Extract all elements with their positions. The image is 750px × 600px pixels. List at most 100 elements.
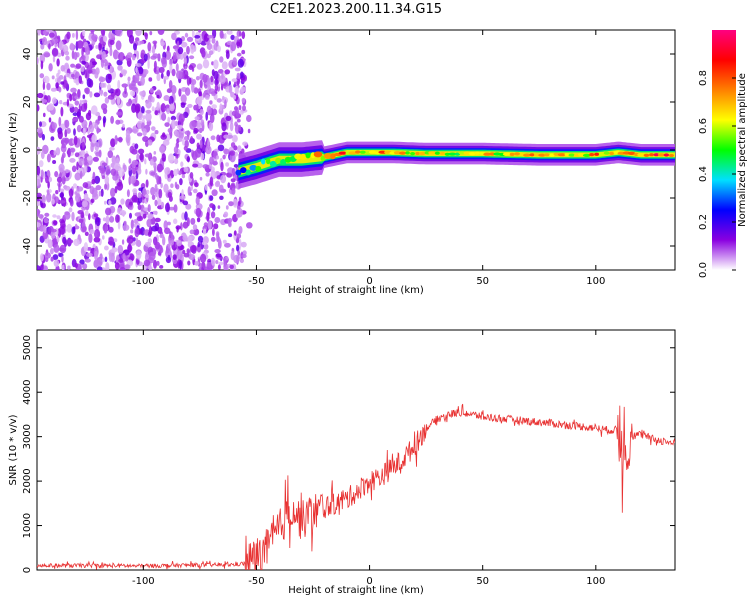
heatmap-noise-blob [131,86,138,92]
heatmap-noise-blob [151,96,155,103]
heatmap-noise-blob [142,115,146,120]
heatmap-noise-blob [186,36,194,43]
heatmap-noise-blob [165,50,172,60]
heatmap-noise-blob [234,67,241,72]
heatmap-noise-blob [136,250,142,260]
heatmap-noise-blob [117,65,123,71]
heatmap-noise-blob [81,200,88,208]
heatmap-noise-blob [140,76,146,86]
heatmap-noise-blob [196,217,201,223]
top-y-ticks: -40 -20 0 20 40 [22,48,675,254]
heatmap-noise-blob [172,51,177,62]
heatmap-noise-blob [131,167,137,175]
heatmap-noise-blob [74,100,80,106]
ridge-peak [428,151,437,155]
heatmap-noise-blob [246,222,253,229]
heatmap-noise-blob [173,218,178,225]
heatmap-noise-blob [238,124,242,132]
heatmap-noise-blob [219,75,226,84]
heatmap-noise-blob [246,114,252,123]
heatmap-noise-blob [181,174,186,179]
heatmap-noise-blob [228,220,231,227]
heatmap-noise-blob [66,127,71,134]
bottom-x-axis-label: Height of straight line (km) [288,585,424,596]
heatmap-noise-blob [56,35,61,40]
heatmap-noise-blob [48,32,55,38]
heatmap-noise-blob [64,211,71,220]
heatmap-noise-blob [215,253,222,258]
y-tick-label: 40 [22,48,33,61]
heatmap-noise-blob [129,145,135,154]
heatmap-noise-blob [186,217,190,227]
ridge-peak [338,151,348,155]
heatmap-noise-blob [241,97,246,103]
heatmap-noise-blob [43,75,50,84]
heatmap-noise-blob [53,220,58,226]
heatmap-noise-blob [247,128,251,134]
heatmap-noise-blob [117,244,124,255]
heatmap-noise-blob [229,121,234,132]
heatmap-noise-blob [154,222,160,232]
heatmap-noise-blob [197,241,201,248]
y-tick-label: 1000 [22,513,33,538]
heatmap-noise-blob [236,41,241,47]
heatmap-noise-blob [70,63,76,68]
heatmap-noise-blob [139,91,145,96]
heatmap-noise-blob [91,34,98,41]
heatmap-noise-blob [224,33,227,40]
heatmap-noise-blob [110,168,117,176]
heatmap-noise-blob [77,210,84,215]
heatmap-noise-blob [233,81,237,87]
heatmap-noise-blob [89,124,94,133]
heatmap-noise-blob [223,148,230,155]
heatmap-noise-blob [161,112,167,121]
heatmap-noise-blob [75,193,81,203]
heatmap-noise-blob [242,141,248,146]
heatmap-noise-blob [96,266,103,270]
heatmap-noise-blob [94,175,101,184]
ridge-peak [598,153,605,157]
heatmap-noise-blob [221,61,228,70]
heatmap-noise-blob [104,256,108,263]
heatmap-noise-blob [224,242,231,248]
heatmap-noise-blob [190,217,196,225]
heatmap-noise-blob [153,67,157,73]
ridge-peak [649,153,654,157]
heatmap-noise-blob [196,162,203,169]
x-tick-label: -100 [132,276,155,287]
heatmap-noise-blob [94,250,98,261]
heatmap-noise-blob [59,200,66,204]
heatmap-noise-blob [210,257,216,266]
heatmap-noise-blob [160,182,163,189]
heatmap-noise-blob [214,84,219,91]
heatmap-noise-blob [101,103,108,111]
ridge-peak [299,153,307,160]
heatmap-noise-blob [159,247,164,254]
heatmap-noise-blob [157,30,165,35]
heatmap-noise-blob [163,95,170,101]
heatmap-noise-blob [145,168,148,175]
heatmap-noise-blob [194,148,202,158]
heatmap-noise-blob [75,63,82,69]
heatmap-noise-blob [191,82,195,93]
heatmap-noise-blob [153,162,157,170]
heatmap-noise-blob [185,203,192,210]
ridge-peak [502,152,512,156]
heatmap-noise-blob [210,211,216,219]
heatmap-noise-blob [177,46,184,55]
heatmap-noise-blob [129,175,136,184]
heatmap-noise-blob [154,199,158,207]
heatmap-noise-blob [196,120,201,130]
spectrogram-panel: -100 -50 0 50 100 -40 -20 0 20 40 Height of stra… [8,29,676,296]
heatmap-noise-blob [37,127,43,134]
heatmap-noise-blob [115,88,121,97]
heatmap-noise-blob [115,214,120,223]
heatmap-noise-blob [63,185,71,191]
heatmap-noise-blob [195,76,200,81]
ridge-peak [582,153,591,157]
heatmap-noise-blob [98,42,102,51]
heatmap-noise-blob [109,39,115,46]
ridge-peak [355,150,361,154]
heatmap-noise-blob [61,264,65,270]
